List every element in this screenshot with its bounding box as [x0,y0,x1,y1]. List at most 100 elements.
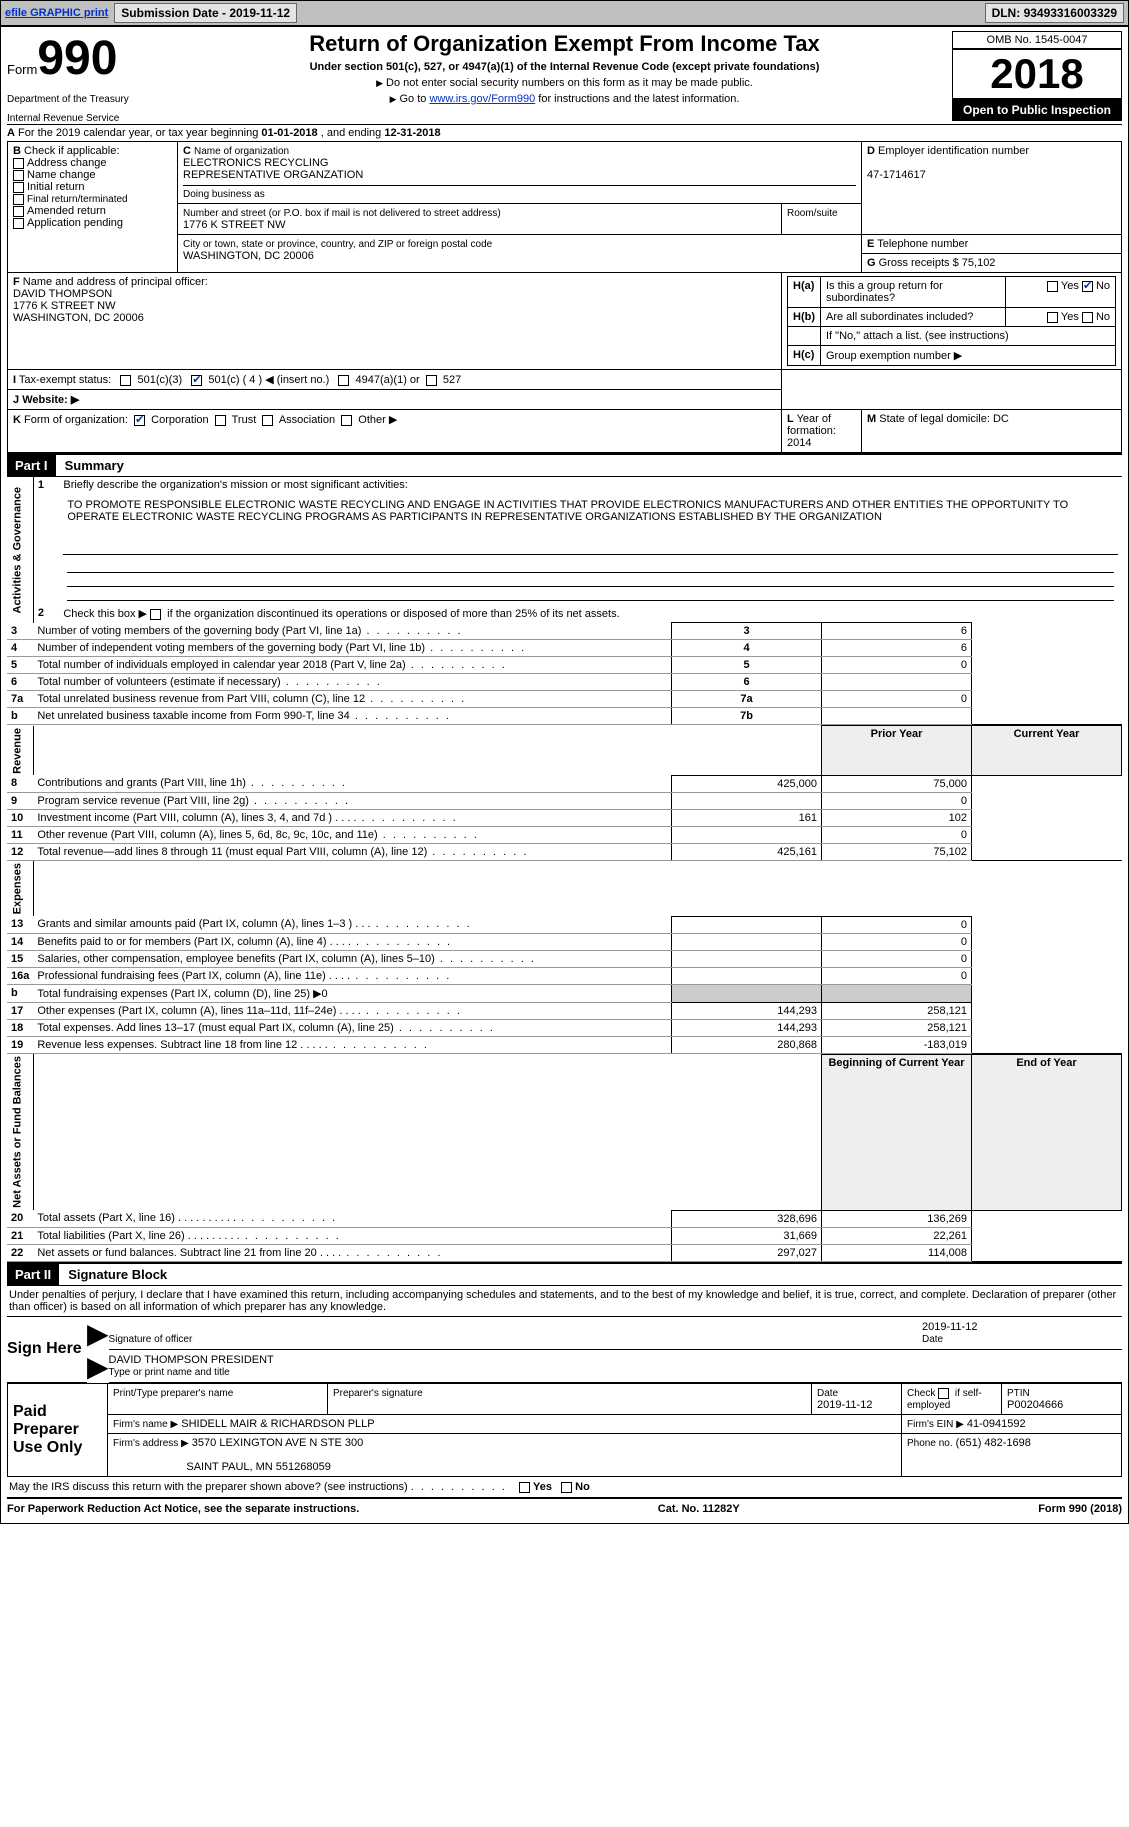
row-cy: 136,269 [822,1210,972,1227]
cb-trust[interactable] [215,415,226,426]
cb-527[interactable] [426,375,437,386]
cb-ha-no[interactable] [1082,281,1093,292]
form-page: Form 990 Department of the Treasury Inte… [0,26,1129,1524]
cb-other[interactable] [341,415,352,426]
footer-mid: Cat. No. 11282Y [658,1503,740,1515]
label-hc: H(c) [793,349,814,361]
label-j: J [13,394,19,406]
efile-link[interactable]: efile GRAPHIC print [5,7,108,19]
side-expenses: Expenses [7,861,33,916]
row-text: Total number of volunteers (estimate if … [33,674,671,691]
row-num: 9 [11,795,17,807]
firm-ein: 41-0941592 [967,1418,1026,1430]
prep-date: 2019-11-12 [817,1399,872,1411]
summary-row: 8Contributions and grants (Part VIII, li… [7,775,1122,792]
cb-amended[interactable] [13,206,24,217]
row-val [822,674,972,691]
ha-no: No [1096,280,1110,292]
discuss-yes: Yes [533,1481,552,1493]
row-num: 4 [11,642,17,654]
firm-addr2: SAINT PAUL, MN 551268059 [186,1461,331,1473]
cb-initial[interactable] [13,182,24,193]
cb-assoc[interactable] [262,415,273,426]
l2-text-b: if the organization discontinued its ope… [164,608,620,620]
cb-app-pending[interactable] [13,218,24,229]
row-py [672,933,822,950]
row-text: Other revenue (Part VIII, column (A), li… [33,826,671,843]
lbl-final: Final return/terminated [27,194,128,205]
cb-self-employed[interactable] [938,1388,949,1399]
paid-preparer-label: Paid Preparer Use Only [8,1384,108,1477]
row-text: Total liabilities (Part X, line 26) . . … [33,1227,671,1244]
submission-date-btn[interactable]: Submission Date - 2019-11-12 [114,3,297,23]
cb-4947[interactable] [338,375,349,386]
form-header: Form 990 Department of the Treasury Inte… [7,31,1122,124]
row-cy: 75,000 [822,775,972,792]
firm-name: SHIDELL MAIR & RICHARDSON PLLP [181,1418,374,1430]
cb-ha-yes[interactable] [1047,281,1058,292]
label-i: I [13,374,16,386]
sub-date-value: 2019-11-12 [229,6,290,20]
l2-num: 2 [38,607,44,619]
check-applicable: Check if applicable: [24,145,119,157]
officer-city: WASHINGTON, DC 20006 [13,312,144,324]
formation-val: 2014 [787,437,811,449]
website-label: Website: ▶ [22,394,79,406]
dept-treasury: Department of the Treasury [7,94,177,105]
cb-l2[interactable] [150,609,161,620]
summary-row: bTotal fundraising expenses (Part IX, co… [7,984,1122,1002]
summary-row: 4Number of independent voting members of… [7,640,1122,657]
row-cy: 102 [822,809,972,826]
row-num: 11 [11,829,23,841]
current-year-hdr: Current Year [972,726,1122,776]
cb-discuss-no[interactable] [561,1482,572,1493]
row-py: 161 [672,809,822,826]
summary-table: Activities & Governance 1 Briefly descri… [7,477,1122,1262]
hb-yes: Yes [1061,311,1079,323]
row-text: Total number of individuals employed in … [33,657,671,674]
summary-row: 7aTotal unrelated business revenue from … [7,691,1122,708]
entity-grid: B Check if applicable: Address change Na… [7,141,1122,453]
row-py: 280,868 [672,1036,822,1053]
row-cy: 258,121 [822,1019,972,1036]
summary-row: 12Total revenue—add lines 8 through 11 (… [7,843,1122,860]
cb-name-change[interactable] [13,170,24,181]
cb-address-change[interactable] [13,158,24,169]
form-label-big: 990 [37,31,117,86]
ha-yes: Yes [1061,280,1079,292]
lbl-name-change: Name change [27,169,96,181]
row-box: 5 [672,657,822,674]
label-g: G [867,257,876,269]
cb-501c[interactable] [191,375,202,386]
cb-hb-no[interactable] [1082,312,1093,323]
dln-value: 93493316003329 [1024,6,1117,20]
row-text: Benefits paid to or for members (Part IX… [33,933,671,950]
cb-discuss-yes[interactable] [519,1482,530,1493]
typed-name: DAVID THOMPSON PRESIDENT [109,1354,274,1366]
form-label-small: Form [7,62,37,77]
opt-assoc: Association [279,414,335,426]
label-c: C [183,145,191,157]
row-val: 6 [822,640,972,657]
row-text: Total unrelated business revenue from Pa… [33,691,671,708]
row-val: 0 [822,657,972,674]
cb-final[interactable] [13,194,24,205]
phone-label: Telephone number [877,238,968,250]
head-line2-pre: Go to [399,93,429,105]
city-label: City or town, state or province, country… [183,239,492,250]
sig-date-label: Date [922,1334,943,1345]
cb-hb-yes[interactable] [1047,312,1058,323]
discuss-text: May the IRS discuss this return with the… [9,1481,408,1493]
addr-value: 1776 K STREET NW [183,219,286,231]
row-cy: 0 [822,826,972,843]
ptin-label: PTIN [1007,1388,1030,1399]
preparer-sig-label: Preparer's signature [333,1388,423,1399]
summary-row: 22Net assets or fund balances. Subtract … [7,1244,1122,1261]
label-ha: H(a) [793,280,814,292]
instructions-link[interactable]: www.irs.gov/Form990 [429,93,535,105]
row-num: 8 [11,777,17,789]
cb-501c3[interactable] [120,375,131,386]
preparer-name-label: Print/Type preparer's name [113,1388,233,1399]
row-cy [822,984,972,1002]
cb-corp[interactable] [134,415,145,426]
